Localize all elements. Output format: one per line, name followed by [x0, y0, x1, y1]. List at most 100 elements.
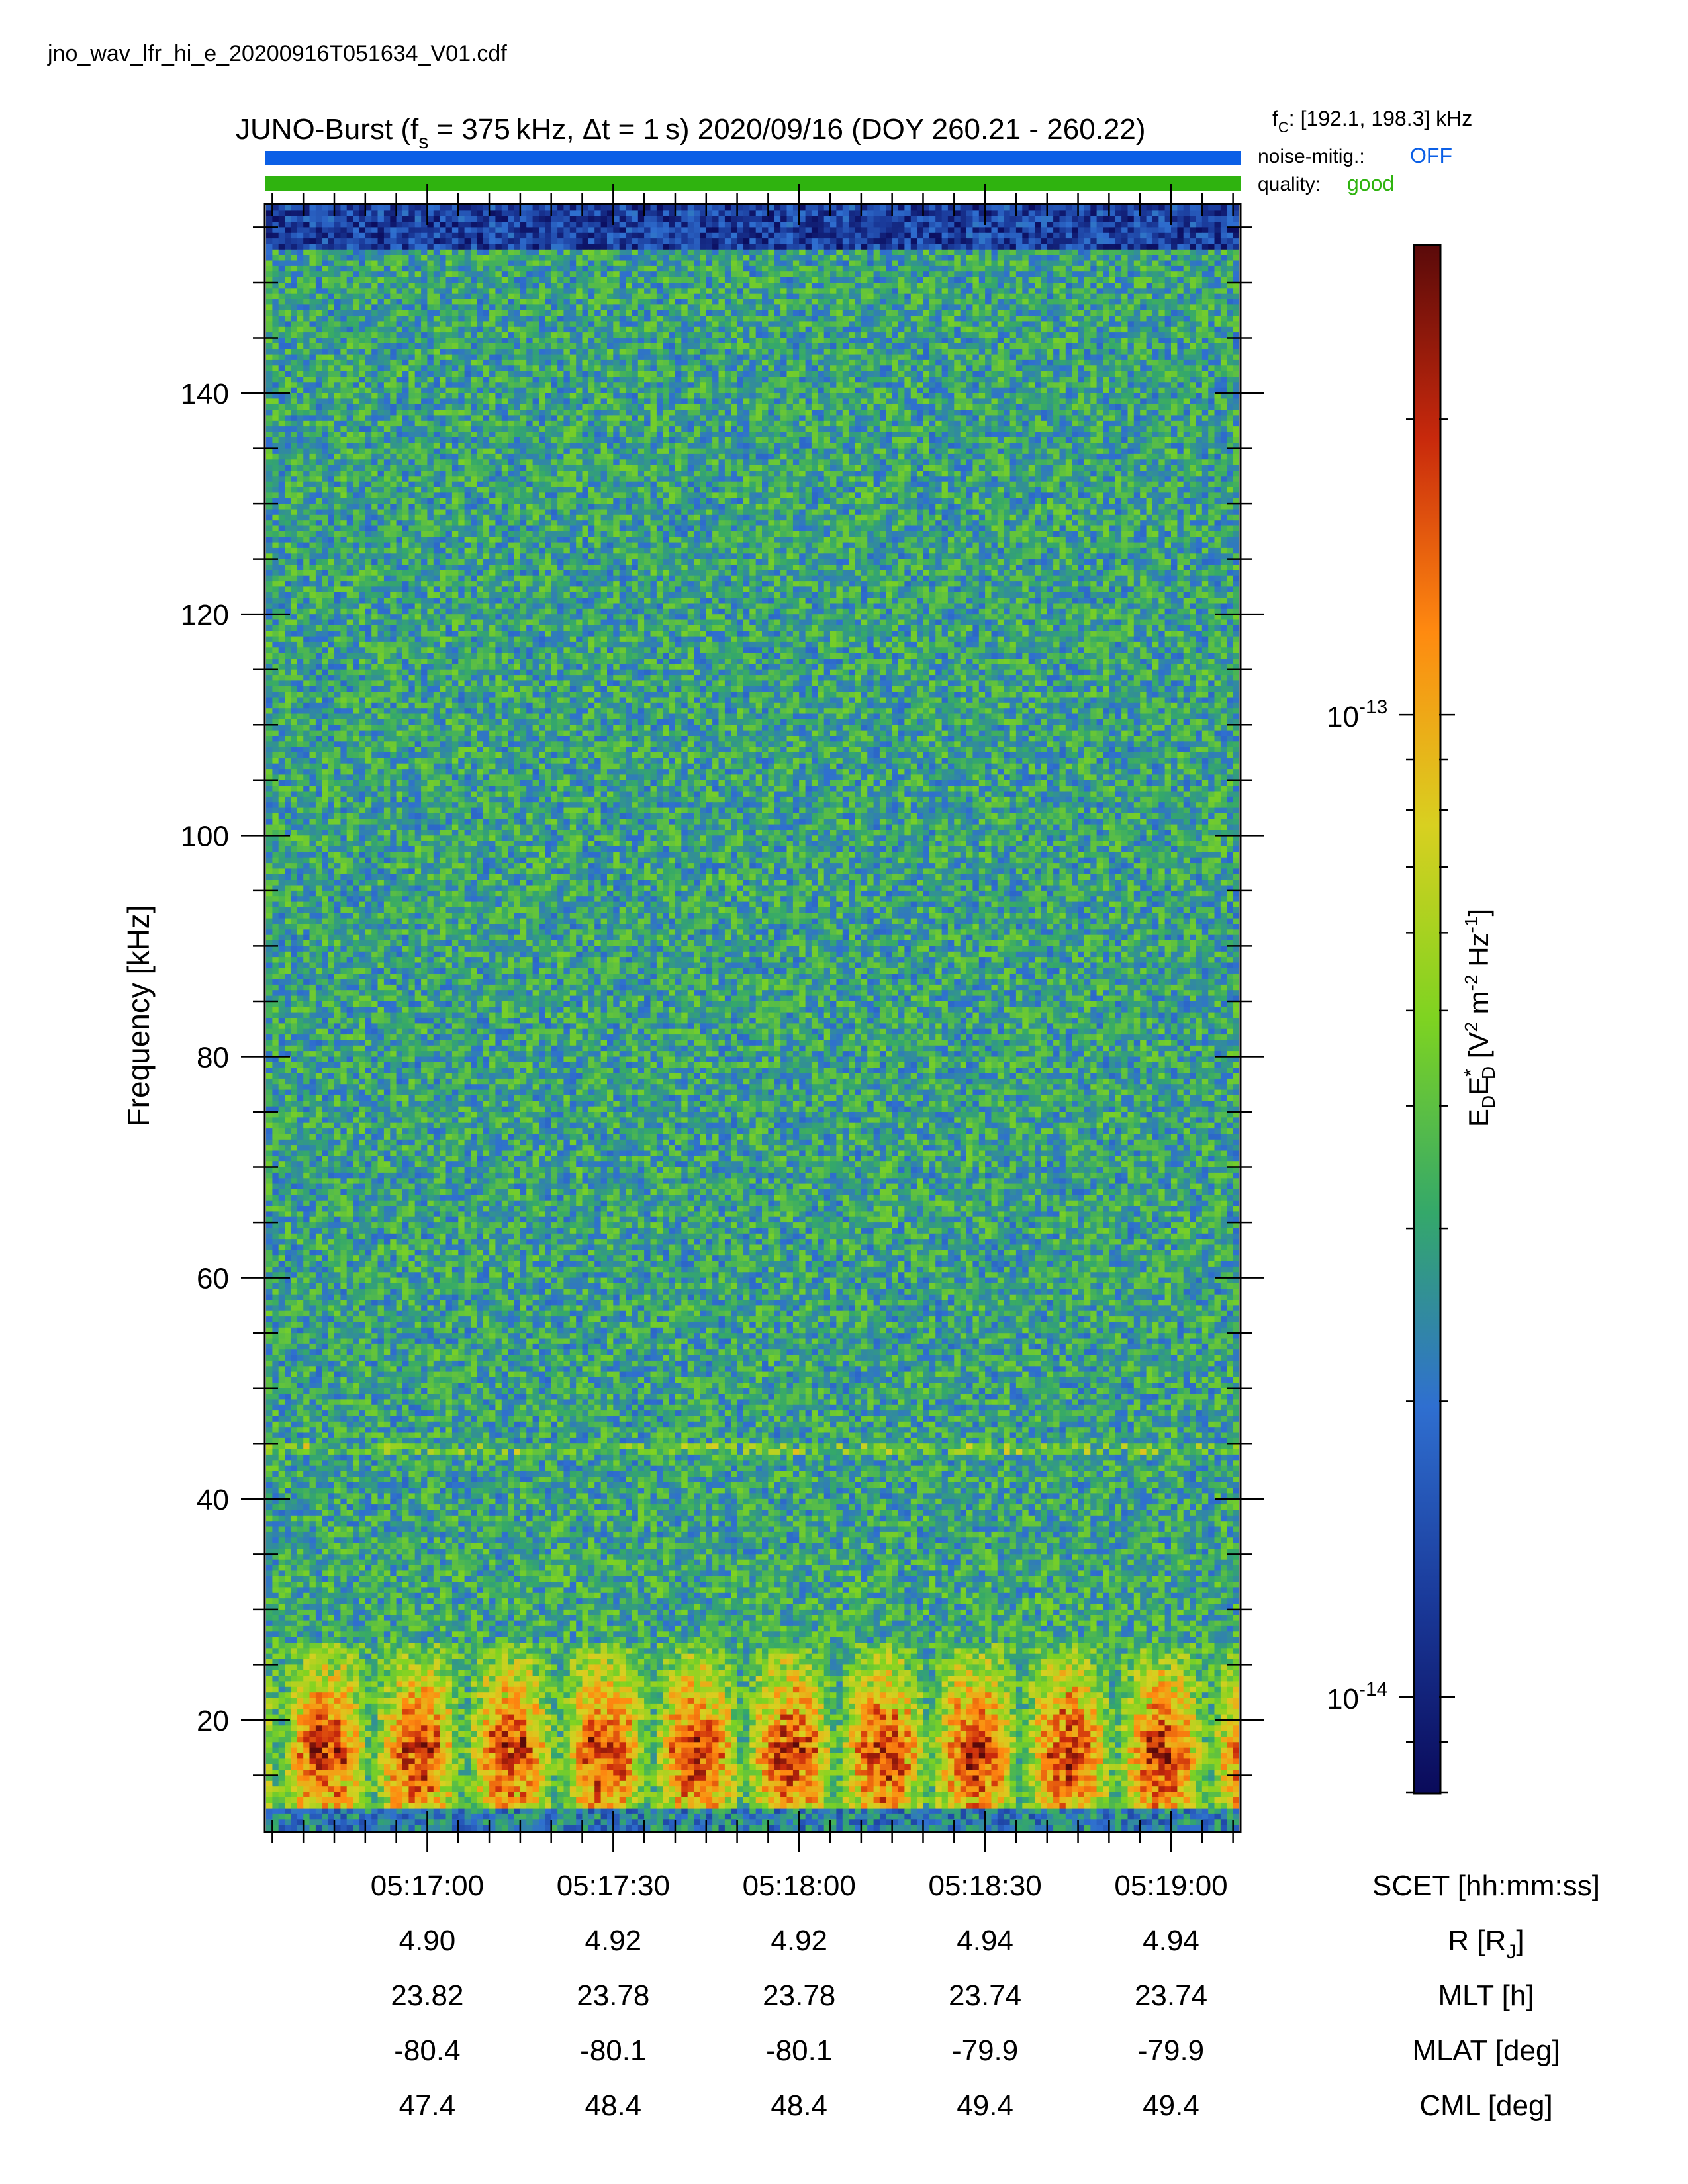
- heatmap-cell: [328, 255, 335, 261]
- heatmap-cell: [619, 359, 626, 366]
- heatmap-cell: [532, 293, 539, 300]
- heatmap-cell: [285, 316, 292, 322]
- heatmap-cell: [669, 338, 676, 344]
- heatmap-cell: [755, 277, 763, 283]
- heatmap-cell: [1214, 299, 1221, 305]
- heatmap-cell: [353, 377, 360, 383]
- heatmap-cell: [483, 304, 490, 311]
- heatmap-cell: [991, 326, 998, 333]
- heatmap-cell: [694, 277, 701, 283]
- heatmap-cell: [749, 338, 757, 344]
- heatmap-cell: [768, 377, 775, 383]
- heatmap-cell: [1133, 255, 1141, 261]
- heatmap-cell: [501, 343, 508, 349]
- heatmap-cell: [1004, 299, 1011, 305]
- heatmap-cell: [867, 249, 874, 255]
- heatmap-cell: [1127, 304, 1135, 311]
- heatmap-cell: [1171, 326, 1178, 333]
- heatmap-cell: [972, 265, 980, 272]
- heatmap-cell: [985, 359, 992, 366]
- heatmap-cell: [1022, 277, 1029, 283]
- heatmap-cell: [1164, 293, 1172, 300]
- heatmap-cell: [886, 255, 893, 261]
- heatmap-cell: [818, 227, 825, 234]
- heatmap-cell: [954, 283, 961, 289]
- heatmap-cell: [978, 238, 986, 245]
- heatmap-cell: [718, 222, 726, 228]
- heatmap-cell: [569, 238, 577, 245]
- heatmap-cell: [768, 304, 775, 311]
- heatmap-cell: [600, 244, 608, 250]
- heatmap-cell: [514, 365, 521, 372]
- heatmap-cell: [1146, 332, 1153, 339]
- heatmap-cell: [557, 304, 565, 311]
- heatmap-cell: [978, 271, 986, 278]
- heatmap-cell: [830, 321, 837, 328]
- heatmap-cell: [1140, 260, 1147, 267]
- heatmap-cell: [1233, 299, 1239, 305]
- heatmap-cell: [297, 271, 304, 278]
- heatmap-cell: [681, 227, 688, 234]
- heatmap-cell: [353, 227, 360, 234]
- heatmap-cell: [1053, 365, 1060, 372]
- heatmap-cell: [1152, 260, 1159, 267]
- heatmap-cell: [712, 316, 720, 322]
- heatmap-cell: [539, 354, 545, 361]
- heatmap-cell: [731, 244, 738, 250]
- heatmap-cell: [978, 371, 986, 377]
- heatmap-cell: [1127, 359, 1135, 366]
- heatmap-cell: [879, 326, 886, 333]
- heatmap-cell: [1146, 371, 1153, 377]
- heatmap-cell: [514, 316, 521, 322]
- heatmap-cell: [867, 238, 874, 245]
- heatmap-cell: [786, 265, 794, 272]
- heatmap-cell: [849, 354, 856, 361]
- heatmap-cell: [700, 232, 707, 239]
- heatmap-cell: [464, 277, 471, 283]
- heatmap-cell: [737, 265, 744, 272]
- heatmap-cell: [576, 321, 583, 328]
- heatmap-cell: [1053, 316, 1060, 322]
- heatmap-cell: [978, 310, 986, 316]
- heatmap-cell: [774, 304, 781, 311]
- heatmap-cell: [904, 349, 912, 355]
- heatmap-cell: [402, 244, 409, 250]
- heatmap-cell: [879, 255, 886, 261]
- heatmap-cell: [644, 271, 651, 278]
- heatmap-cell: [582, 343, 589, 349]
- heatmap-cell: [1009, 349, 1017, 355]
- heatmap-cell: [650, 299, 657, 305]
- heatmap-cell: [886, 227, 893, 234]
- heatmap-cell: [563, 316, 571, 322]
- heatmap-cell: [365, 343, 372, 349]
- heatmap-cell: [762, 299, 769, 305]
- heatmap-cell: [706, 244, 713, 250]
- heatmap-cell: [712, 277, 720, 283]
- heatmap-cell: [383, 299, 391, 305]
- heatmap-cell: [935, 271, 943, 278]
- heatmap-cell: [1004, 249, 1011, 255]
- heatmap-cell: [1015, 304, 1023, 311]
- heatmap-cell: [917, 343, 924, 349]
- heatmap-cell: [681, 321, 688, 328]
- heatmap-cell: [743, 271, 750, 278]
- heatmap-cell: [1115, 299, 1122, 305]
- heatmap-cell: [1078, 260, 1085, 267]
- heatmap-cell: [346, 288, 353, 295]
- heatmap-cell: [576, 359, 583, 366]
- heatmap-cell: [353, 283, 360, 289]
- heatmap-cell: [471, 210, 477, 217]
- heatmap-cell: [1035, 343, 1041, 349]
- heatmap-cell: [935, 343, 943, 349]
- heatmap-cell: [799, 283, 806, 289]
- heatmap-cell: [371, 377, 379, 383]
- heatmap-cell: [886, 326, 893, 333]
- heatmap-cell: [297, 316, 304, 322]
- heatmap-cell: [972, 321, 980, 328]
- heatmap-cell: [1233, 304, 1239, 311]
- heatmap-cell: [353, 288, 360, 295]
- heatmap-cell: [632, 299, 639, 305]
- heatmap-cell: [1201, 255, 1209, 261]
- heatmap-cell: [873, 293, 880, 300]
- heatmap-cell: [328, 205, 335, 211]
